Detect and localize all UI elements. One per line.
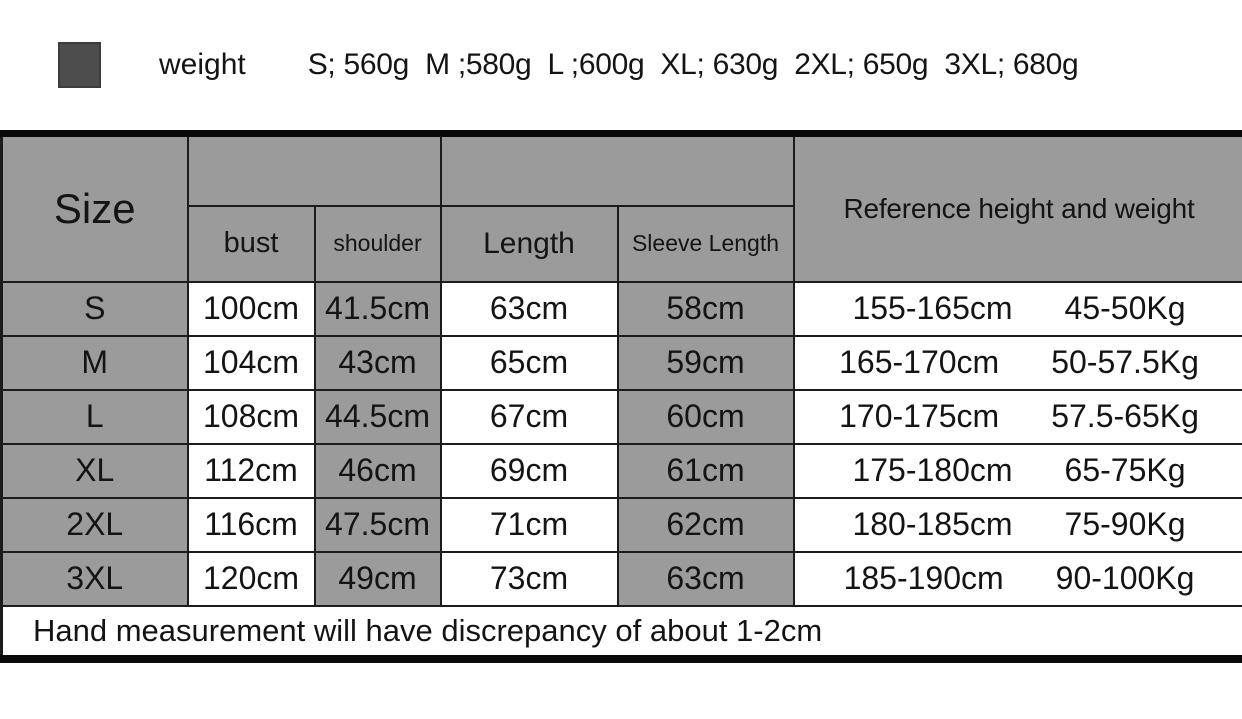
table-row-xl: XL 112cm 46cm 69cm 61cm 175-180cm 65-75Kg — [0, 442, 1242, 499]
shoulder-cell: 47.5cm — [313, 496, 442, 553]
size-cell: 3XL — [0, 550, 189, 607]
reference-cell: 170-175cm 57.5-65Kg — [792, 388, 1242, 445]
length-cell: 69cm — [439, 442, 619, 499]
length-cell: 65cm — [439, 334, 619, 391]
reference-weight: 90-100Kg — [1055, 560, 1195, 596]
footnote-text: Hand measurement will have discrepancy o… — [0, 604, 1242, 660]
bust-cell: 108cm — [186, 388, 316, 445]
sleeve-length-cell: 62cm — [616, 496, 795, 553]
size-column-header: Size — [0, 132, 189, 283]
empty-header-group-bust-shoulder — [186, 132, 442, 207]
reference-cell: 155-165cm 45-50Kg — [792, 280, 1242, 337]
reference-weight: 57.5-65Kg — [1051, 398, 1199, 434]
reference-weight: 45-50Kg — [1064, 290, 1186, 326]
reference-height: 180-185cm — [852, 506, 1013, 542]
table-row-m: M 104cm 43cm 65cm 59cm 165-170cm 50-57.5K… — [0, 334, 1242, 391]
length-cell: 67cm — [439, 388, 619, 445]
reference-height: 165-170cm — [839, 344, 1000, 380]
length-cell: 71cm — [439, 496, 619, 553]
header-row-1: Size Reference height and weight — [0, 132, 1242, 283]
shoulder-cell: 41.5cm — [313, 280, 442, 337]
sleeve-length-cell: 58cm — [616, 280, 795, 337]
weight-values: S; 560g M ;580g L ;600g XL; 630g 2XL; 65… — [307, 48, 1079, 81]
color-swatch-icon — [58, 42, 101, 88]
table-row-3xl: 3XL 120cm 49cm 73cm 63cm 185-190cm 90-100… — [0, 550, 1242, 607]
reference-cell: 165-170cm 50-57.5Kg — [792, 334, 1242, 391]
shoulder-column-header: shoulder — [313, 204, 442, 283]
length-column-header: Length — [439, 204, 619, 283]
sleeve-length-cell: 61cm — [616, 442, 795, 499]
size-cell: M — [0, 334, 189, 391]
length-cell: 73cm — [439, 550, 619, 607]
sleeve-length-column-header: Sleeve Length — [616, 204, 794, 283]
bust-cell: 120cm — [186, 550, 316, 607]
reference-column-header: Reference height and weight — [792, 132, 1242, 283]
footnote-row: Hand measurement will have discrepancy o… — [0, 604, 1242, 660]
empty-header-group-length-sleeve — [439, 132, 795, 207]
weight-label: weight — [159, 48, 246, 81]
shoulder-cell: 43cm — [313, 334, 442, 391]
size-chart-table: Size Reference height and weight bust sh… — [0, 130, 1242, 663]
reference-cell: 185-190cm 90-100Kg — [792, 550, 1242, 607]
size-cell: S — [0, 280, 189, 337]
shoulder-cell: 49cm — [313, 550, 442, 607]
size-cell: 2XL — [0, 496, 189, 553]
weight-legend-row: weight S; 560g M ;580g L ;600g XL; 630g … — [0, 0, 1242, 130]
reference-cell: 180-185cm 75-90Kg — [792, 496, 1242, 553]
size-cell: XL — [0, 442, 189, 499]
bust-cell: 112cm — [186, 442, 316, 499]
reference-height: 155-165cm — [852, 290, 1013, 326]
reference-height: 185-190cm — [843, 560, 1004, 596]
table-row-s: S 100cm 41.5cm 63cm 58cm 155-165cm 45-50K… — [0, 280, 1242, 337]
shoulder-cell: 44.5cm — [313, 388, 442, 445]
reference-weight: 75-90Kg — [1064, 506, 1186, 542]
reference-height: 170-175cm — [839, 398, 1000, 434]
bust-cell: 100cm — [186, 280, 316, 337]
size-cell: L — [0, 388, 189, 445]
reference-cell: 175-180cm 65-75Kg — [792, 442, 1242, 499]
reference-height: 175-180cm — [852, 452, 1013, 488]
sleeve-length-cell: 63cm — [616, 550, 795, 607]
bust-cell: 104cm — [186, 334, 316, 391]
reference-weight: 65-75Kg — [1064, 452, 1186, 488]
sleeve-length-cell: 60cm — [616, 388, 795, 445]
sleeve-length-cell: 59cm — [616, 334, 795, 391]
table-row-2xl: 2XL 116cm 47.5cm 71cm 62cm 180-185cm 75-9… — [0, 496, 1242, 553]
bust-cell: 116cm — [186, 496, 316, 553]
shoulder-cell: 46cm — [313, 442, 442, 499]
bust-column-header: bust — [186, 204, 316, 283]
reference-weight: 50-57.5Kg — [1051, 344, 1199, 380]
header-row-2: bust shoulder Length Sleeve Length — [2, 204, 1242, 283]
table-row-l: L 108cm 44.5cm 67cm 60cm 170-175cm 57.5-6… — [0, 388, 1242, 445]
length-cell: 63cm — [439, 280, 619, 337]
